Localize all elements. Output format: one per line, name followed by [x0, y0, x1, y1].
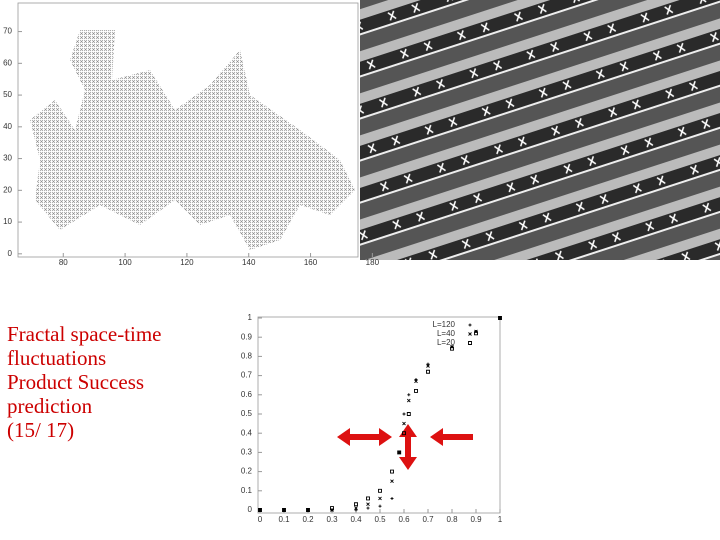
point [450, 346, 454, 351]
point [414, 389, 418, 393]
point [498, 316, 502, 320]
houses-photo [360, 0, 720, 260]
x-tick-label: 0.6 [398, 515, 410, 524]
x-tick-label: 180 [366, 258, 380, 267]
legend-marker [468, 332, 472, 336]
point [258, 508, 262, 512]
y-tick-label: 0.4 [241, 428, 253, 437]
point [390, 469, 394, 474]
y-tick-label: 20 [3, 185, 12, 194]
y-tick-label: 10 [3, 217, 12, 226]
point [414, 377, 418, 381]
y-tick-label: 0.7 [241, 371, 253, 380]
text-line: Product Success [7, 370, 145, 394]
x-tick-label: 0.9 [470, 515, 482, 524]
y-tick-label: 0.1 [241, 486, 253, 495]
point [366, 496, 370, 501]
y-tick-label: 60 [3, 58, 12, 67]
point [282, 508, 286, 512]
text-line: (15/ 17) [7, 418, 75, 442]
point [407, 393, 411, 397]
x-tick-label: 140 [242, 258, 256, 267]
x-tick-label: 1 [498, 515, 503, 524]
y-tick-label: 0.2 [241, 467, 253, 476]
legend-label: L=120 [433, 320, 456, 329]
x-tick-label: 80 [59, 258, 68, 267]
legend-marker [468, 341, 472, 345]
point [397, 450, 402, 455]
point [354, 502, 358, 507]
point [402, 421, 406, 426]
y-tick-label: 30 [3, 154, 12, 163]
point [330, 506, 334, 511]
arrows [337, 424, 473, 470]
x-tick-label: 0.5 [374, 515, 386, 524]
point [474, 331, 478, 336]
y-tick-label: 0.8 [241, 352, 253, 361]
point [366, 502, 370, 507]
point [306, 508, 310, 512]
point [397, 450, 402, 455]
point [306, 508, 310, 512]
point [426, 362, 430, 366]
point [414, 379, 418, 384]
fractal-cluster [30, 30, 355, 250]
y-tick-label: 0 [8, 249, 13, 258]
x-tick-label: 0.2 [302, 515, 314, 524]
legend-marker [468, 323, 472, 327]
point [282, 508, 286, 512]
point [426, 369, 430, 374]
sigmoid-frame [257, 316, 501, 514]
point [426, 364, 430, 368]
point [378, 496, 382, 501]
y-tick-label: 50 [3, 90, 12, 99]
y-tick-label: 70 [3, 27, 12, 36]
point [378, 488, 382, 493]
y-tick-label: 40 [3, 122, 12, 131]
point [498, 316, 502, 320]
x-tick-label: 0.3 [326, 515, 338, 524]
point [402, 431, 406, 436]
legend-label: L=40 [437, 329, 456, 338]
y-tick-label: 0.5 [241, 409, 253, 418]
point [402, 412, 406, 416]
x-tick-label: 160 [304, 258, 318, 267]
text-line: fluctuations [7, 346, 107, 370]
y-tick-label: 0.3 [241, 448, 253, 457]
point [378, 504, 382, 508]
y-tick-label: 0.9 [241, 332, 253, 341]
point [390, 496, 394, 500]
point [390, 479, 394, 484]
point [354, 508, 358, 512]
x-tick-label: 100 [118, 258, 132, 267]
text-line: Fractal space-time [7, 322, 162, 346]
slide-text: Fractal space-time fluctuations Product Su… [7, 322, 162, 442]
y-tick-label: 0.6 [241, 390, 253, 399]
x-tick-label: 120 [180, 258, 194, 267]
point [354, 506, 358, 510]
x-tick-label: 0 [258, 515, 263, 524]
y-tick-label: 0 [248, 505, 253, 514]
x-tick-label: 0.8 [446, 515, 458, 524]
point [366, 506, 370, 510]
x-tick-label: 0.1 [278, 515, 290, 524]
y-tick-label: 1 [248, 313, 253, 322]
x-tick-label: 0.7 [422, 515, 434, 524]
point [406, 412, 411, 416]
point [258, 508, 262, 512]
text-line: prediction [7, 394, 93, 418]
legend-label: L=20 [437, 338, 456, 347]
x-tick-label: 0.4 [350, 515, 362, 524]
cluster-frame [17, 2, 359, 258]
point [406, 398, 411, 403]
